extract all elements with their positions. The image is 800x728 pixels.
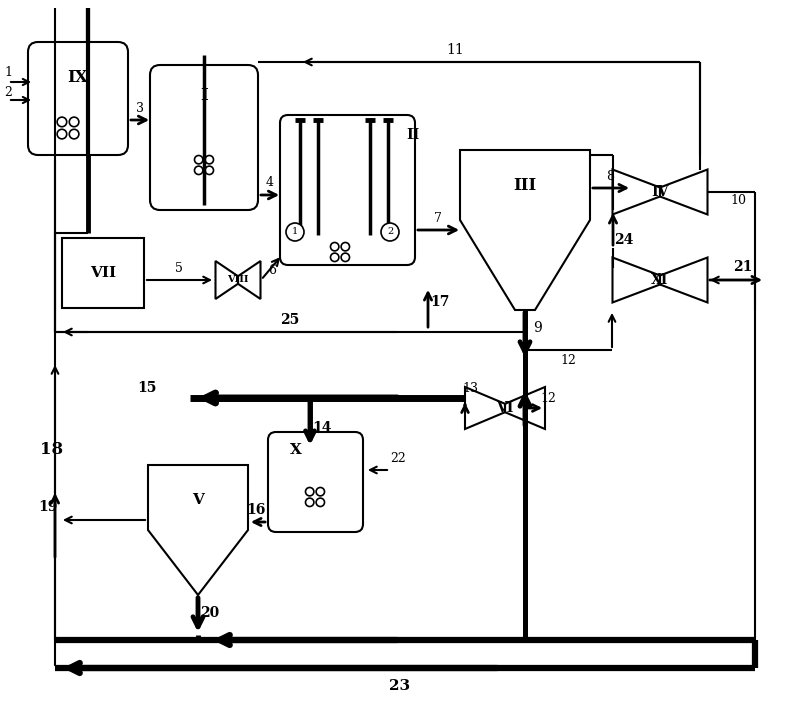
Text: 20: 20 [200, 606, 220, 620]
FancyBboxPatch shape [268, 432, 363, 532]
Text: IX: IX [68, 69, 88, 87]
Text: 14: 14 [312, 421, 332, 435]
Text: X: X [290, 443, 302, 457]
Text: III: III [514, 176, 537, 194]
Text: 23: 23 [390, 679, 410, 693]
Text: 6: 6 [268, 264, 276, 277]
Text: 2: 2 [4, 85, 12, 98]
Text: 15: 15 [138, 381, 157, 395]
Text: I: I [200, 87, 208, 103]
Text: V: V [192, 493, 204, 507]
Text: 21: 21 [734, 260, 753, 274]
Polygon shape [460, 150, 590, 310]
Text: 18: 18 [40, 441, 63, 459]
Text: 1: 1 [292, 227, 298, 237]
Text: VII: VII [90, 266, 116, 280]
FancyBboxPatch shape [150, 65, 258, 210]
Text: 4: 4 [266, 176, 274, 189]
Text: XI: XI [651, 273, 669, 287]
Circle shape [381, 223, 399, 241]
Text: 25: 25 [280, 313, 300, 327]
Text: 1: 1 [4, 66, 12, 79]
Text: 3: 3 [136, 101, 144, 114]
FancyBboxPatch shape [280, 115, 415, 265]
Polygon shape [148, 465, 248, 595]
FancyBboxPatch shape [28, 42, 128, 155]
Text: IV: IV [651, 185, 669, 199]
Text: 7: 7 [434, 212, 442, 224]
Text: 11: 11 [446, 43, 464, 57]
Text: 16: 16 [246, 503, 266, 517]
Text: 13: 13 [462, 381, 478, 395]
Text: 19: 19 [38, 500, 58, 514]
Text: 2: 2 [387, 227, 393, 237]
Text: 17: 17 [430, 295, 450, 309]
Text: II: II [406, 128, 420, 142]
Text: 8: 8 [606, 170, 614, 183]
Text: 9: 9 [533, 321, 542, 335]
Text: VI: VI [496, 401, 514, 415]
Text: VIII: VIII [227, 275, 249, 285]
Text: 12: 12 [560, 354, 576, 366]
Circle shape [286, 223, 304, 241]
Text: 12: 12 [540, 392, 556, 405]
Text: 22: 22 [390, 453, 406, 465]
Bar [62, 238, 144, 308]
Text: 24: 24 [614, 233, 634, 247]
Text: 5: 5 [175, 261, 183, 274]
Text: 10: 10 [730, 194, 746, 207]
